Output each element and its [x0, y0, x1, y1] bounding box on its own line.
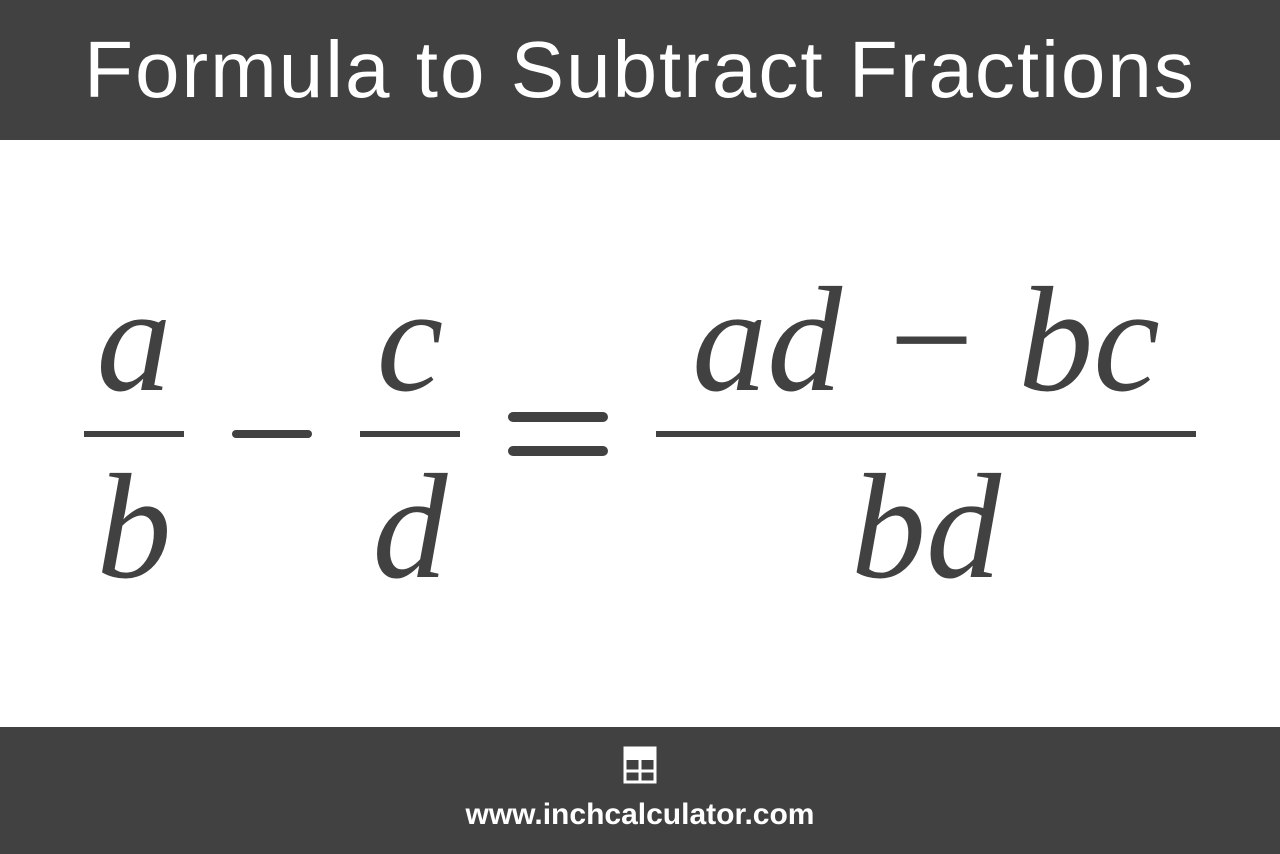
- equals-bar-bottom: [508, 446, 608, 456]
- equals-operator: [508, 412, 608, 456]
- fraction-result-denominator: bd: [656, 437, 1196, 610]
- fraction-2-denominator: d: [360, 437, 460, 610]
- footer-url: www.inchcalculator.com: [466, 798, 815, 832]
- page-title: Formula to Subtract Fractions: [84, 25, 1196, 114]
- minus-operator: [232, 430, 312, 438]
- subtract-fractions-formula: a b c d ad − bc bd: [84, 258, 1196, 610]
- equals-bar-top: [508, 412, 608, 422]
- fraction-result-numerator: ad − bc: [656, 258, 1196, 431]
- fraction-2: c d: [360, 258, 460, 610]
- footer-band: www.inchcalculator.com: [0, 727, 1280, 854]
- fraction-2-numerator: c: [360, 258, 460, 431]
- fraction-1-denominator: b: [84, 437, 184, 610]
- fraction-result: ad − bc bd: [656, 258, 1196, 610]
- fraction-1-numerator: a: [84, 258, 184, 431]
- fraction-1: a b: [84, 258, 184, 610]
- header-band: Formula to Subtract Fractions: [0, 0, 1280, 140]
- calculator-icon: [620, 745, 660, 790]
- formula-area: a b c d ad − bc bd: [0, 140, 1280, 727]
